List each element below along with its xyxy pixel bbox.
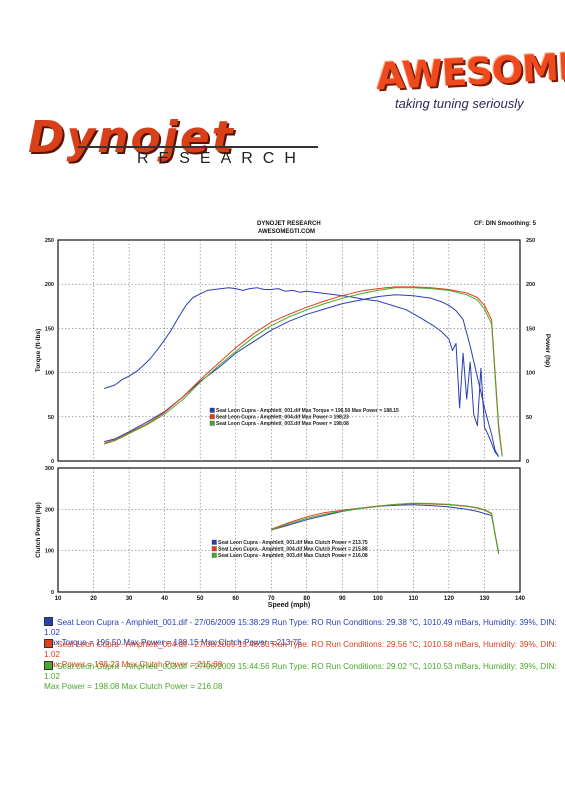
series-line-1 [271,504,500,553]
run-3-maxima: Max Power = 198.08 Max Clutch Power = 21… [44,682,223,691]
legend-entry: Seat Leon Cupra - Amphlett_001.dif Max T… [216,408,399,414]
x-tick-label: 80 [303,596,310,602]
y2-tick-label: 0 [526,459,529,465]
y-tick-label: 300 [45,466,54,472]
x-tick-label: 100 [373,596,384,602]
y-tick-label: 0 [51,590,54,596]
y2-tick-label: 200 [526,282,535,288]
x-tick-label: 50 [197,596,204,602]
run-1-details: Seat Leon Cupra - Amphlett_001.dif - 27/… [44,618,557,637]
series-line-power-4 [104,287,503,457]
y2-tick-label: 150 [526,326,535,332]
run-1-swatch [44,617,53,626]
series-line-torque-1 [104,287,500,457]
x-tick-label: 140 [515,596,526,602]
chart-settings: CF: DIN Smoothing: 5 [474,221,536,227]
run-3-swatch [44,661,53,670]
series-line-3 [271,502,500,555]
awesome-tagline: taking tuning seriously [395,96,524,111]
legend-entry: Seat Leon Cupra - Amphlett_003.dif Max P… [216,421,349,427]
x-tick-label: 90 [339,596,346,602]
legend-swatch [209,407,215,413]
legend-swatch [211,539,217,545]
logo-divider [78,146,318,148]
legend-run-1: Seat Leon Cupra - Amphlett_001.dif - 27/… [44,617,565,648]
run-2-swatch [44,639,53,648]
y-tick-label: 250 [45,238,54,244]
y-axis-label: Torque (ft-lbs) [35,329,42,373]
legend-swatch [211,552,217,558]
run-3-details: Seat Leon Cupra - Amphlett_003.dif - 27/… [44,662,557,681]
run-2-details: Seat Leon Cupra - Amphlett_004.dif - 27/… [44,640,557,659]
dynojet-logo: Dynojet [28,112,235,163]
plot-frame-1 [57,239,521,462]
y2-tick-label: 50 [526,415,532,421]
x-tick-label: 110 [409,596,419,602]
x-tick-label: 60 [232,596,239,602]
legend-swatch [209,414,215,420]
series-line-power-3 [104,286,503,456]
legend-entry: Seat Leon Cupra - Amphlett_003.dif Max C… [218,553,368,559]
legend-run-2: Seat Leon Cupra - Amphlett_004.dif - 27/… [44,639,565,670]
x-tick-label: 70 [268,596,275,602]
x-tick-label: 120 [444,596,455,602]
x-tick-label: 130 [479,596,490,602]
legend-entry: Seat Leon Cupra - Amphlett_004.dif Max P… [216,415,349,421]
chart-subtitle: AWESOMEGTI.COM [258,229,315,235]
y-tick-label: 100 [45,371,54,377]
y-tick-label: 200 [45,507,54,513]
legend-swatch [209,420,215,426]
run-1-maxima: Max Torque = 196.50 Max Power = 188.15 M… [44,638,302,647]
y-axis-label: Clutch Power (hp) [35,502,42,558]
y2-tick-label: 250 [526,238,535,244]
y-tick-label: 100 [45,549,54,555]
y-tick-label: 200 [45,282,54,288]
legend-entry: Seat Leon Cupra - Amphlett_004.dif Max C… [218,547,368,553]
legend-swatch [211,546,217,552]
legend-entry: Seat Leon Cupra - Amphlett_001.dif Max C… [218,540,368,546]
y-tick-label: 50 [48,415,54,421]
y2-axis-label: Power (hp) [544,334,551,368]
legend-run-3: Seat Leon Cupra - Amphlett_003.dif - 27/… [44,661,565,692]
chart-title: DYNOJET RESEARCH [257,221,321,227]
x-tick-label: 30 [126,596,133,602]
x-tick-label: 40 [161,596,168,602]
y-tick-label: 150 [45,326,54,332]
y2-tick-label: 100 [526,371,535,377]
x-tick-label: 10 [55,596,62,602]
x-axis-label: Speed (mph) [268,602,310,609]
research-wordmark: RESEARCH [137,150,306,167]
x-tick-label: 20 [90,596,97,602]
plot-frame-2 [57,467,521,593]
y-tick-label: 0 [51,459,54,465]
run-2-maxima: Max Power = 198.23 Max Clutch Power = 21… [44,660,223,669]
